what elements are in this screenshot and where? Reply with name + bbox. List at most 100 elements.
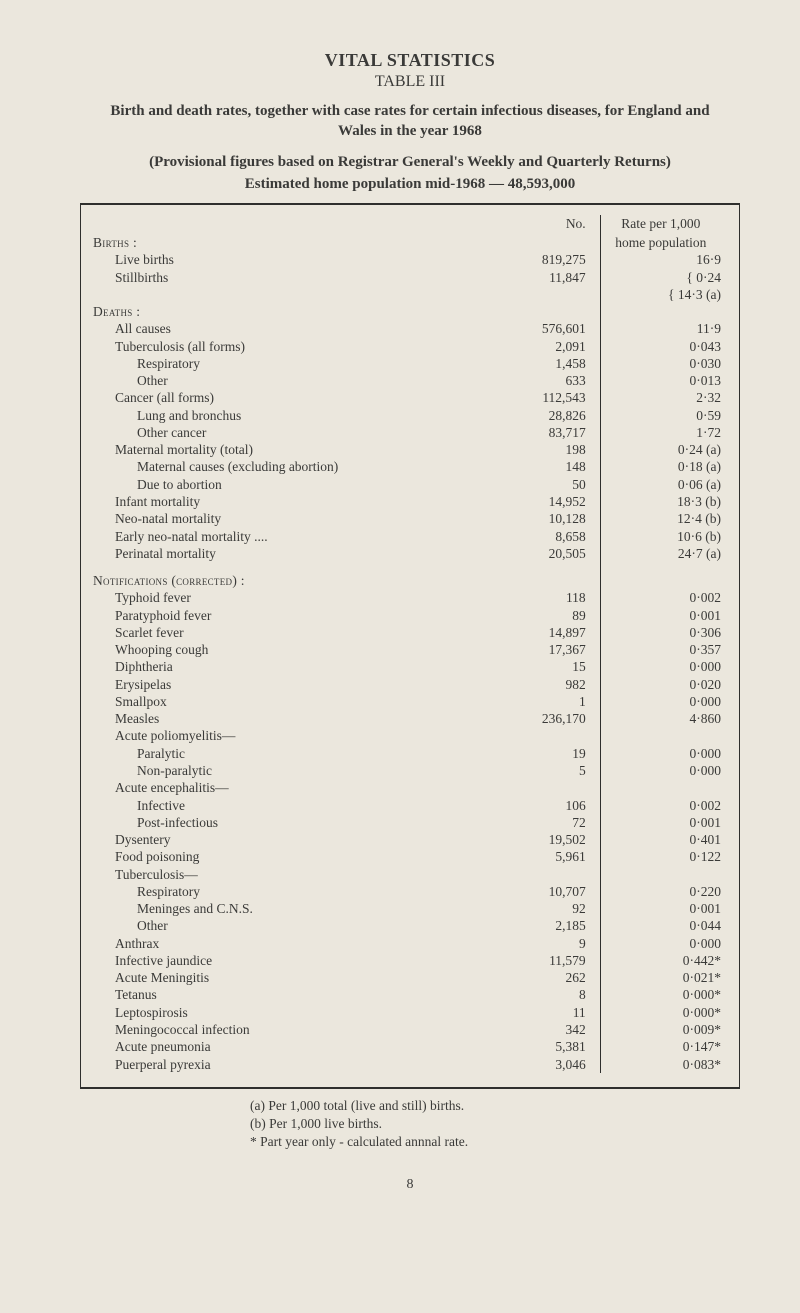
row-rate: 0·009* bbox=[600, 1021, 727, 1038]
row-no: 1,458 bbox=[486, 355, 600, 372]
row-no: 342 bbox=[486, 1021, 600, 1038]
row-label: Respiratory bbox=[93, 883, 486, 900]
row-no: 198 bbox=[486, 441, 600, 458]
row-label: Early neo-natal mortality .... bbox=[93, 528, 486, 545]
section-notifications: Notifications (corrected) : bbox=[93, 572, 486, 589]
title-desc2: (Provisional figures based on Registrar … bbox=[80, 152, 740, 172]
row-no bbox=[486, 866, 600, 883]
row-label: Meningococcal infection bbox=[93, 1021, 486, 1038]
row-label: Leptospirosis bbox=[93, 1004, 486, 1021]
row-label: Live births bbox=[93, 251, 486, 268]
row-rate: 16·9 bbox=[600, 251, 727, 268]
row-label: Tuberculosis (all forms) bbox=[93, 338, 486, 355]
footnote-star: * Part year only - calculated annnal rat… bbox=[250, 1133, 740, 1151]
row-rate-extra: { 14·3 (a) bbox=[600, 286, 727, 303]
row-rate: 0·043 bbox=[600, 338, 727, 355]
row-no: 262 bbox=[486, 969, 600, 986]
row-no: 106 bbox=[486, 797, 600, 814]
row-rate: 0·021* bbox=[600, 969, 727, 986]
row-rate: 0·020 bbox=[600, 676, 727, 693]
section-deaths: Deaths : bbox=[93, 303, 486, 320]
row-no: 14,952 bbox=[486, 493, 600, 510]
header-no: No. bbox=[486, 215, 600, 234]
row-label: Acute pneumonia bbox=[93, 1038, 486, 1055]
row-rate: 11·9 bbox=[600, 320, 727, 337]
row-label: Due to abortion bbox=[93, 476, 486, 493]
row-no: 92 bbox=[486, 900, 600, 917]
row-no: 982 bbox=[486, 676, 600, 693]
row-no: 118 bbox=[486, 589, 600, 606]
row-label: Paratyphoid fever bbox=[93, 607, 486, 624]
row-label: Acute poliomyelitis— bbox=[93, 727, 486, 744]
row-rate: 0·083* bbox=[600, 1056, 727, 1073]
row-no: 14,897 bbox=[486, 624, 600, 641]
row-no: 28,826 bbox=[486, 407, 600, 424]
row-label: Post-infectious bbox=[93, 814, 486, 831]
row-label: Meninges and C.N.S. bbox=[93, 900, 486, 917]
row-label: Anthrax bbox=[93, 935, 486, 952]
row-no: 11,579 bbox=[486, 952, 600, 969]
row-label: Tuberculosis— bbox=[93, 866, 486, 883]
row-rate bbox=[600, 727, 727, 744]
row-no: 19,502 bbox=[486, 831, 600, 848]
row-no: 20,505 bbox=[486, 545, 600, 562]
row-label: Whooping cough bbox=[93, 641, 486, 658]
row-no: 5,381 bbox=[486, 1038, 600, 1055]
row-no: 2,091 bbox=[486, 338, 600, 355]
row-label: Tetanus bbox=[93, 986, 486, 1003]
row-no: 819,275 bbox=[486, 251, 600, 268]
row-label: Puerperal pyrexia bbox=[93, 1056, 486, 1073]
row-label: Acute encephalitis— bbox=[93, 779, 486, 796]
row-rate: 0·000 bbox=[600, 693, 727, 710]
row-no: 50 bbox=[486, 476, 600, 493]
row-rate: 0·220 bbox=[600, 883, 727, 900]
row-no: 10,128 bbox=[486, 510, 600, 527]
table-container: No.Rate per 1,000Births :home population… bbox=[80, 203, 740, 1089]
row-label: Lung and bronchus bbox=[93, 407, 486, 424]
row-rate: 18·3 (b) bbox=[600, 493, 727, 510]
row-no: 236,170 bbox=[486, 710, 600, 727]
row-no: 5 bbox=[486, 762, 600, 779]
row-label: Dysentery bbox=[93, 831, 486, 848]
row-label: Other bbox=[93, 917, 486, 934]
title-main: VITAL STATISTICS bbox=[80, 50, 740, 71]
row-label: Other bbox=[93, 372, 486, 389]
row-no: 1 bbox=[486, 693, 600, 710]
row-label: Neo-natal mortality bbox=[93, 510, 486, 527]
row-rate: { 0·24 bbox=[600, 269, 727, 286]
row-label: Diphtheria bbox=[93, 658, 486, 675]
row-no: 19 bbox=[486, 745, 600, 762]
row-rate: 0·18 (a) bbox=[600, 458, 727, 475]
row-rate: 0·06 (a) bbox=[600, 476, 727, 493]
row-no: 10,707 bbox=[486, 883, 600, 900]
row-label: Cancer (all forms) bbox=[93, 389, 486, 406]
page-number: 8 bbox=[80, 1177, 740, 1193]
row-rate: 1·72 bbox=[600, 424, 727, 441]
row-rate: 0·147* bbox=[600, 1038, 727, 1055]
row-rate: 0·59 bbox=[600, 407, 727, 424]
row-no: 633 bbox=[486, 372, 600, 389]
footnote-a: (a) Per 1,000 total (live and still) bir… bbox=[250, 1097, 740, 1115]
row-no: 17,367 bbox=[486, 641, 600, 658]
row-no: 2,185 bbox=[486, 917, 600, 934]
row-label: Infective bbox=[93, 797, 486, 814]
row-rate: 2·32 bbox=[600, 389, 727, 406]
row-rate: 0·442* bbox=[600, 952, 727, 969]
row-label: Perinatal mortality bbox=[93, 545, 486, 562]
title-sub: TABLE III bbox=[80, 73, 740, 91]
row-no: 89 bbox=[486, 607, 600, 624]
row-label: Respiratory bbox=[93, 355, 486, 372]
row-rate: 0·306 bbox=[600, 624, 727, 641]
footnote-b: (b) Per 1,000 live births. bbox=[250, 1115, 740, 1133]
section-births: Births : bbox=[93, 234, 486, 251]
row-no: 9 bbox=[486, 935, 600, 952]
row-label: Infant mortality bbox=[93, 493, 486, 510]
row-rate: 10·6 (b) bbox=[600, 528, 727, 545]
row-rate: 0·002 bbox=[600, 589, 727, 606]
row-label: Food poisoning bbox=[93, 848, 486, 865]
row-no: 5,961 bbox=[486, 848, 600, 865]
row-label: Scarlet fever bbox=[93, 624, 486, 641]
row-rate bbox=[600, 866, 727, 883]
row-rate bbox=[600, 779, 727, 796]
row-rate: 0·002 bbox=[600, 797, 727, 814]
